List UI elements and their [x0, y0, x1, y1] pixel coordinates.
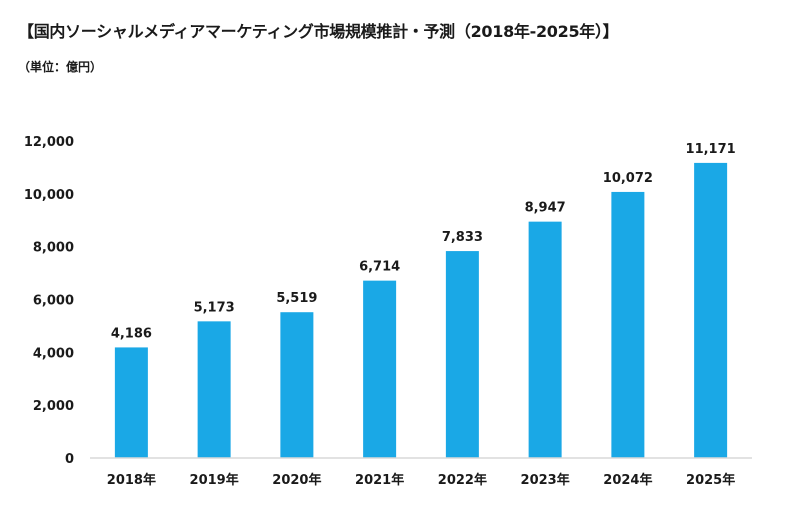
y-tick-label: 6,000	[33, 294, 74, 309]
data-label: 11,171	[686, 142, 736, 157]
y-tick-label: 0	[65, 452, 74, 467]
x-tick-label: 2022年	[438, 472, 487, 488]
bar	[280, 312, 314, 458]
data-label: 6,714	[359, 260, 400, 275]
bar	[363, 280, 397, 458]
data-label: 5,173	[194, 300, 235, 315]
x-tick-label: 2024年	[603, 472, 652, 488]
chart-title: 【国内ソーシャルメディアマーケティング市場規模推計・予測（2018年-2025年…	[18, 22, 619, 41]
y-tick-label: 4,000	[33, 346, 74, 361]
data-label: 10,072	[603, 171, 653, 186]
bar	[197, 321, 231, 458]
x-tick-label: 2018年	[107, 472, 156, 488]
data-label: 8,947	[525, 201, 566, 216]
y-tick-label: 10,000	[24, 188, 74, 203]
bar	[611, 191, 645, 458]
bar	[445, 251, 479, 458]
x-tick-label: 2021年	[355, 472, 404, 488]
data-label: 7,833	[442, 230, 483, 245]
x-tick-label: 2020年	[272, 472, 321, 488]
data-labels: 4,186 5,173 5,519 6,714 7,833 8,947 10,072 11,1…	[111, 142, 736, 342]
y-tick-label: 2,000	[33, 399, 74, 414]
chart-unit-label: （単位：億円）	[18, 60, 103, 74]
data-label: 4,186	[111, 326, 152, 341]
x-tick-label: 2025年	[686, 472, 735, 488]
y-tick-label: 8,000	[33, 241, 74, 256]
y-axis: 0 2,000 4,000 6,000 8,000 10,000 12,000	[24, 135, 74, 467]
x-axis: 2018年 2019年 2020年 2021年 2022年 2023年 2024年 2025年	[90, 457, 752, 488]
bar	[114, 347, 148, 458]
x-tick-label: 2019年	[190, 472, 239, 488]
bar	[528, 221, 562, 458]
x-tick-label: 2023年	[521, 472, 570, 488]
bars	[114, 162, 728, 458]
bar	[694, 162, 728, 458]
data-label: 5,519	[276, 291, 317, 306]
y-tick-label: 12,000	[24, 135, 74, 150]
